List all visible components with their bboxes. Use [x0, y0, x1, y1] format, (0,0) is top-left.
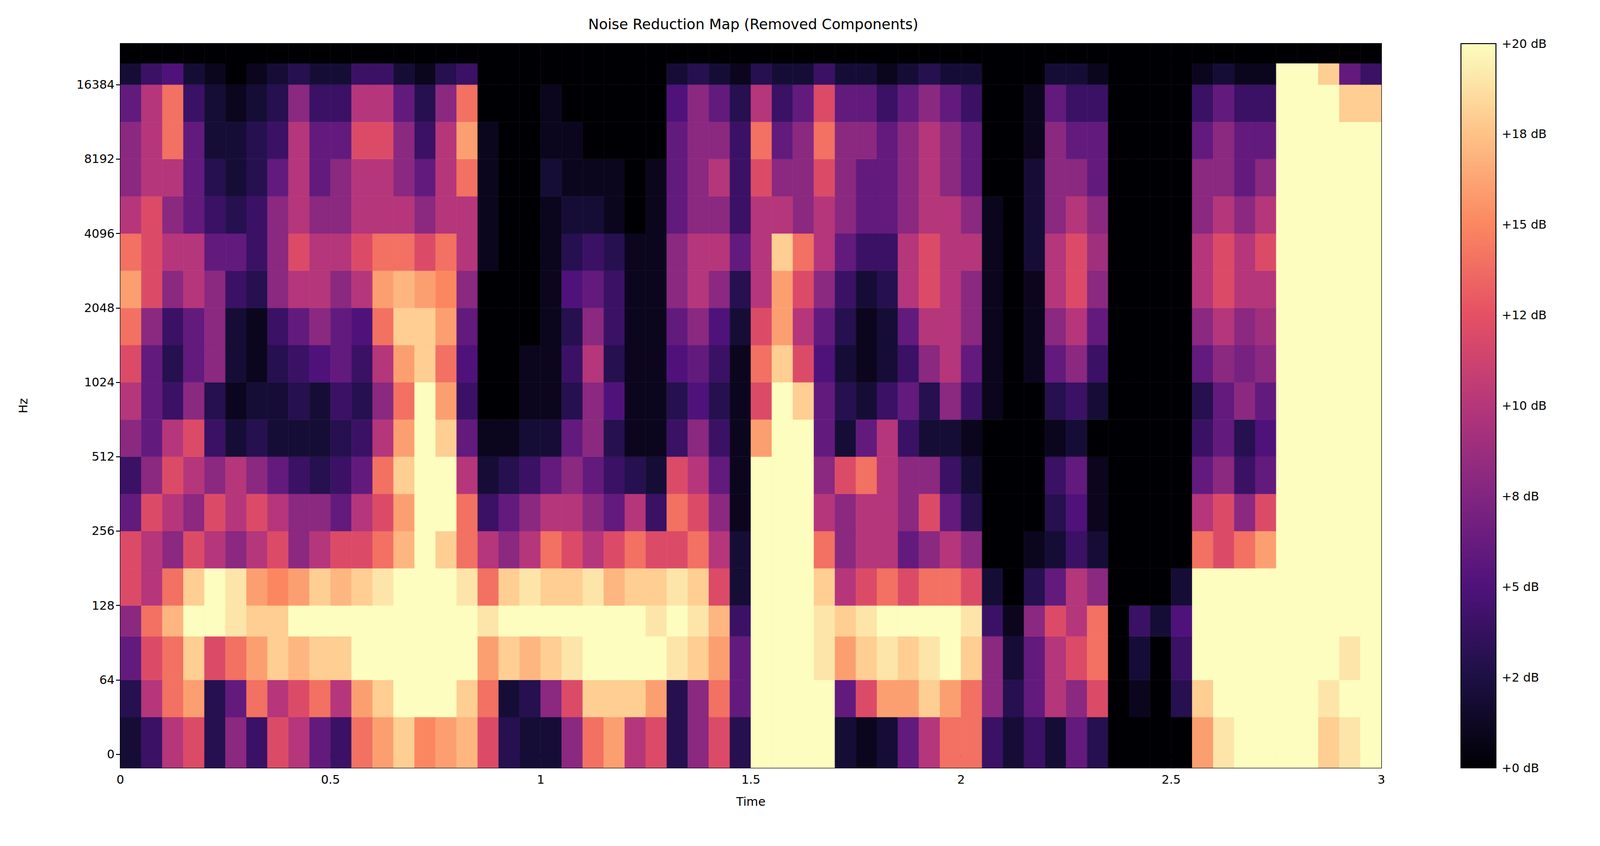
svg-text:+0 dB: +0 dB	[1501, 761, 1540, 776]
svg-text:16384: 16384	[76, 77, 115, 92]
svg-text:+18 dB: +18 dB	[1501, 127, 1547, 141]
svg-text:1024: 1024	[83, 375, 115, 390]
svg-text:2.5: 2.5	[1161, 772, 1181, 787]
svg-text:2048: 2048	[83, 301, 115, 316]
svg-text:128: 128	[91, 598, 115, 613]
svg-text:+2 dB: +2 dB	[1501, 670, 1540, 685]
svg-text:Noise Reduction Map (Removed C: Noise Reduction Map (Removed Components)	[588, 15, 919, 33]
svg-text:+10 dB: +10 dB	[1501, 398, 1547, 413]
svg-text:256: 256	[91, 524, 115, 538]
svg-text:Time: Time	[735, 794, 766, 809]
svg-text:0.5: 0.5	[320, 772, 340, 787]
svg-text:Hz: Hz	[16, 398, 31, 414]
svg-text:+12 dB: +12 dB	[1501, 308, 1547, 323]
svg-text:3: 3	[1377, 772, 1386, 787]
svg-text:4096: 4096	[83, 226, 115, 241]
svg-text:0: 0	[106, 747, 115, 762]
svg-text:64: 64	[99, 673, 115, 688]
svg-text:+15 dB: +15 dB	[1501, 217, 1547, 232]
svg-text:2: 2	[957, 772, 965, 787]
svg-text:1.5: 1.5	[741, 772, 761, 787]
svg-text:+5 dB: +5 dB	[1501, 580, 1540, 595]
svg-text:0: 0	[116, 772, 125, 787]
svg-text:1: 1	[537, 772, 545, 787]
svg-text:+8 dB: +8 dB	[1501, 489, 1540, 504]
svg-text:8192: 8192	[83, 151, 115, 166]
svg-text:512: 512	[91, 449, 115, 464]
svg-text:+20 dB: +20 dB	[1501, 36, 1547, 51]
